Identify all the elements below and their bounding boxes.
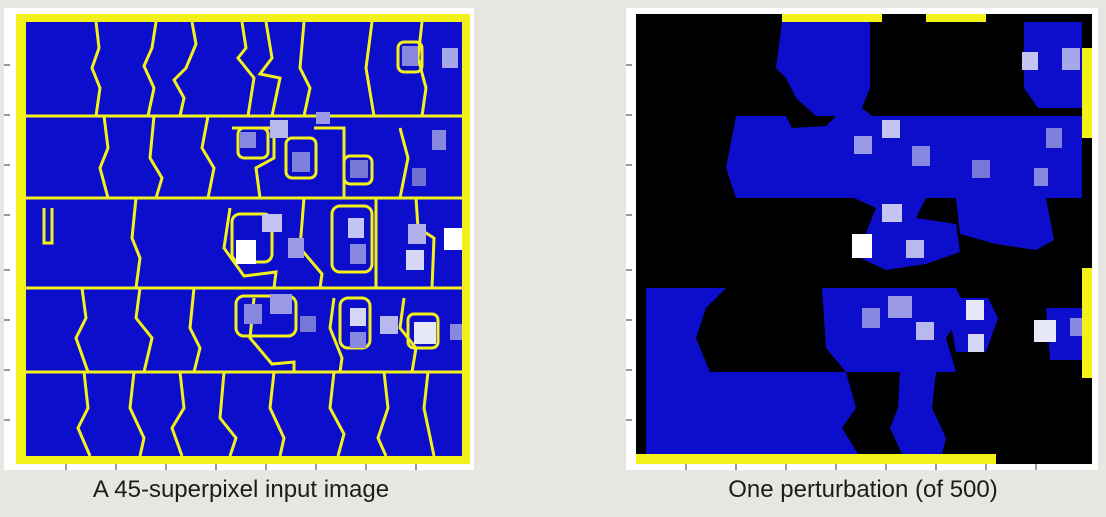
visible-border-fragments [636,14,1092,464]
superpixel-image-svg [4,14,470,470]
left-axis-ticks [626,64,632,421]
image-fill [26,22,462,456]
perturbation-image [626,8,1098,470]
highlight-squares [236,46,462,348]
superpixel-input-image [4,8,474,470]
bottom-axis-ticks [685,464,1037,470]
superpixel-boundaries [26,21,462,457]
right-caption: One perturbation (of 500) [728,476,998,503]
bottom-axis-ticks [65,464,417,470]
perturbation-image-svg [626,14,1092,470]
highlight-squares [852,48,1082,352]
left-axis-ticks [4,64,10,421]
left-caption: A 45-superpixel input image [92,476,390,503]
